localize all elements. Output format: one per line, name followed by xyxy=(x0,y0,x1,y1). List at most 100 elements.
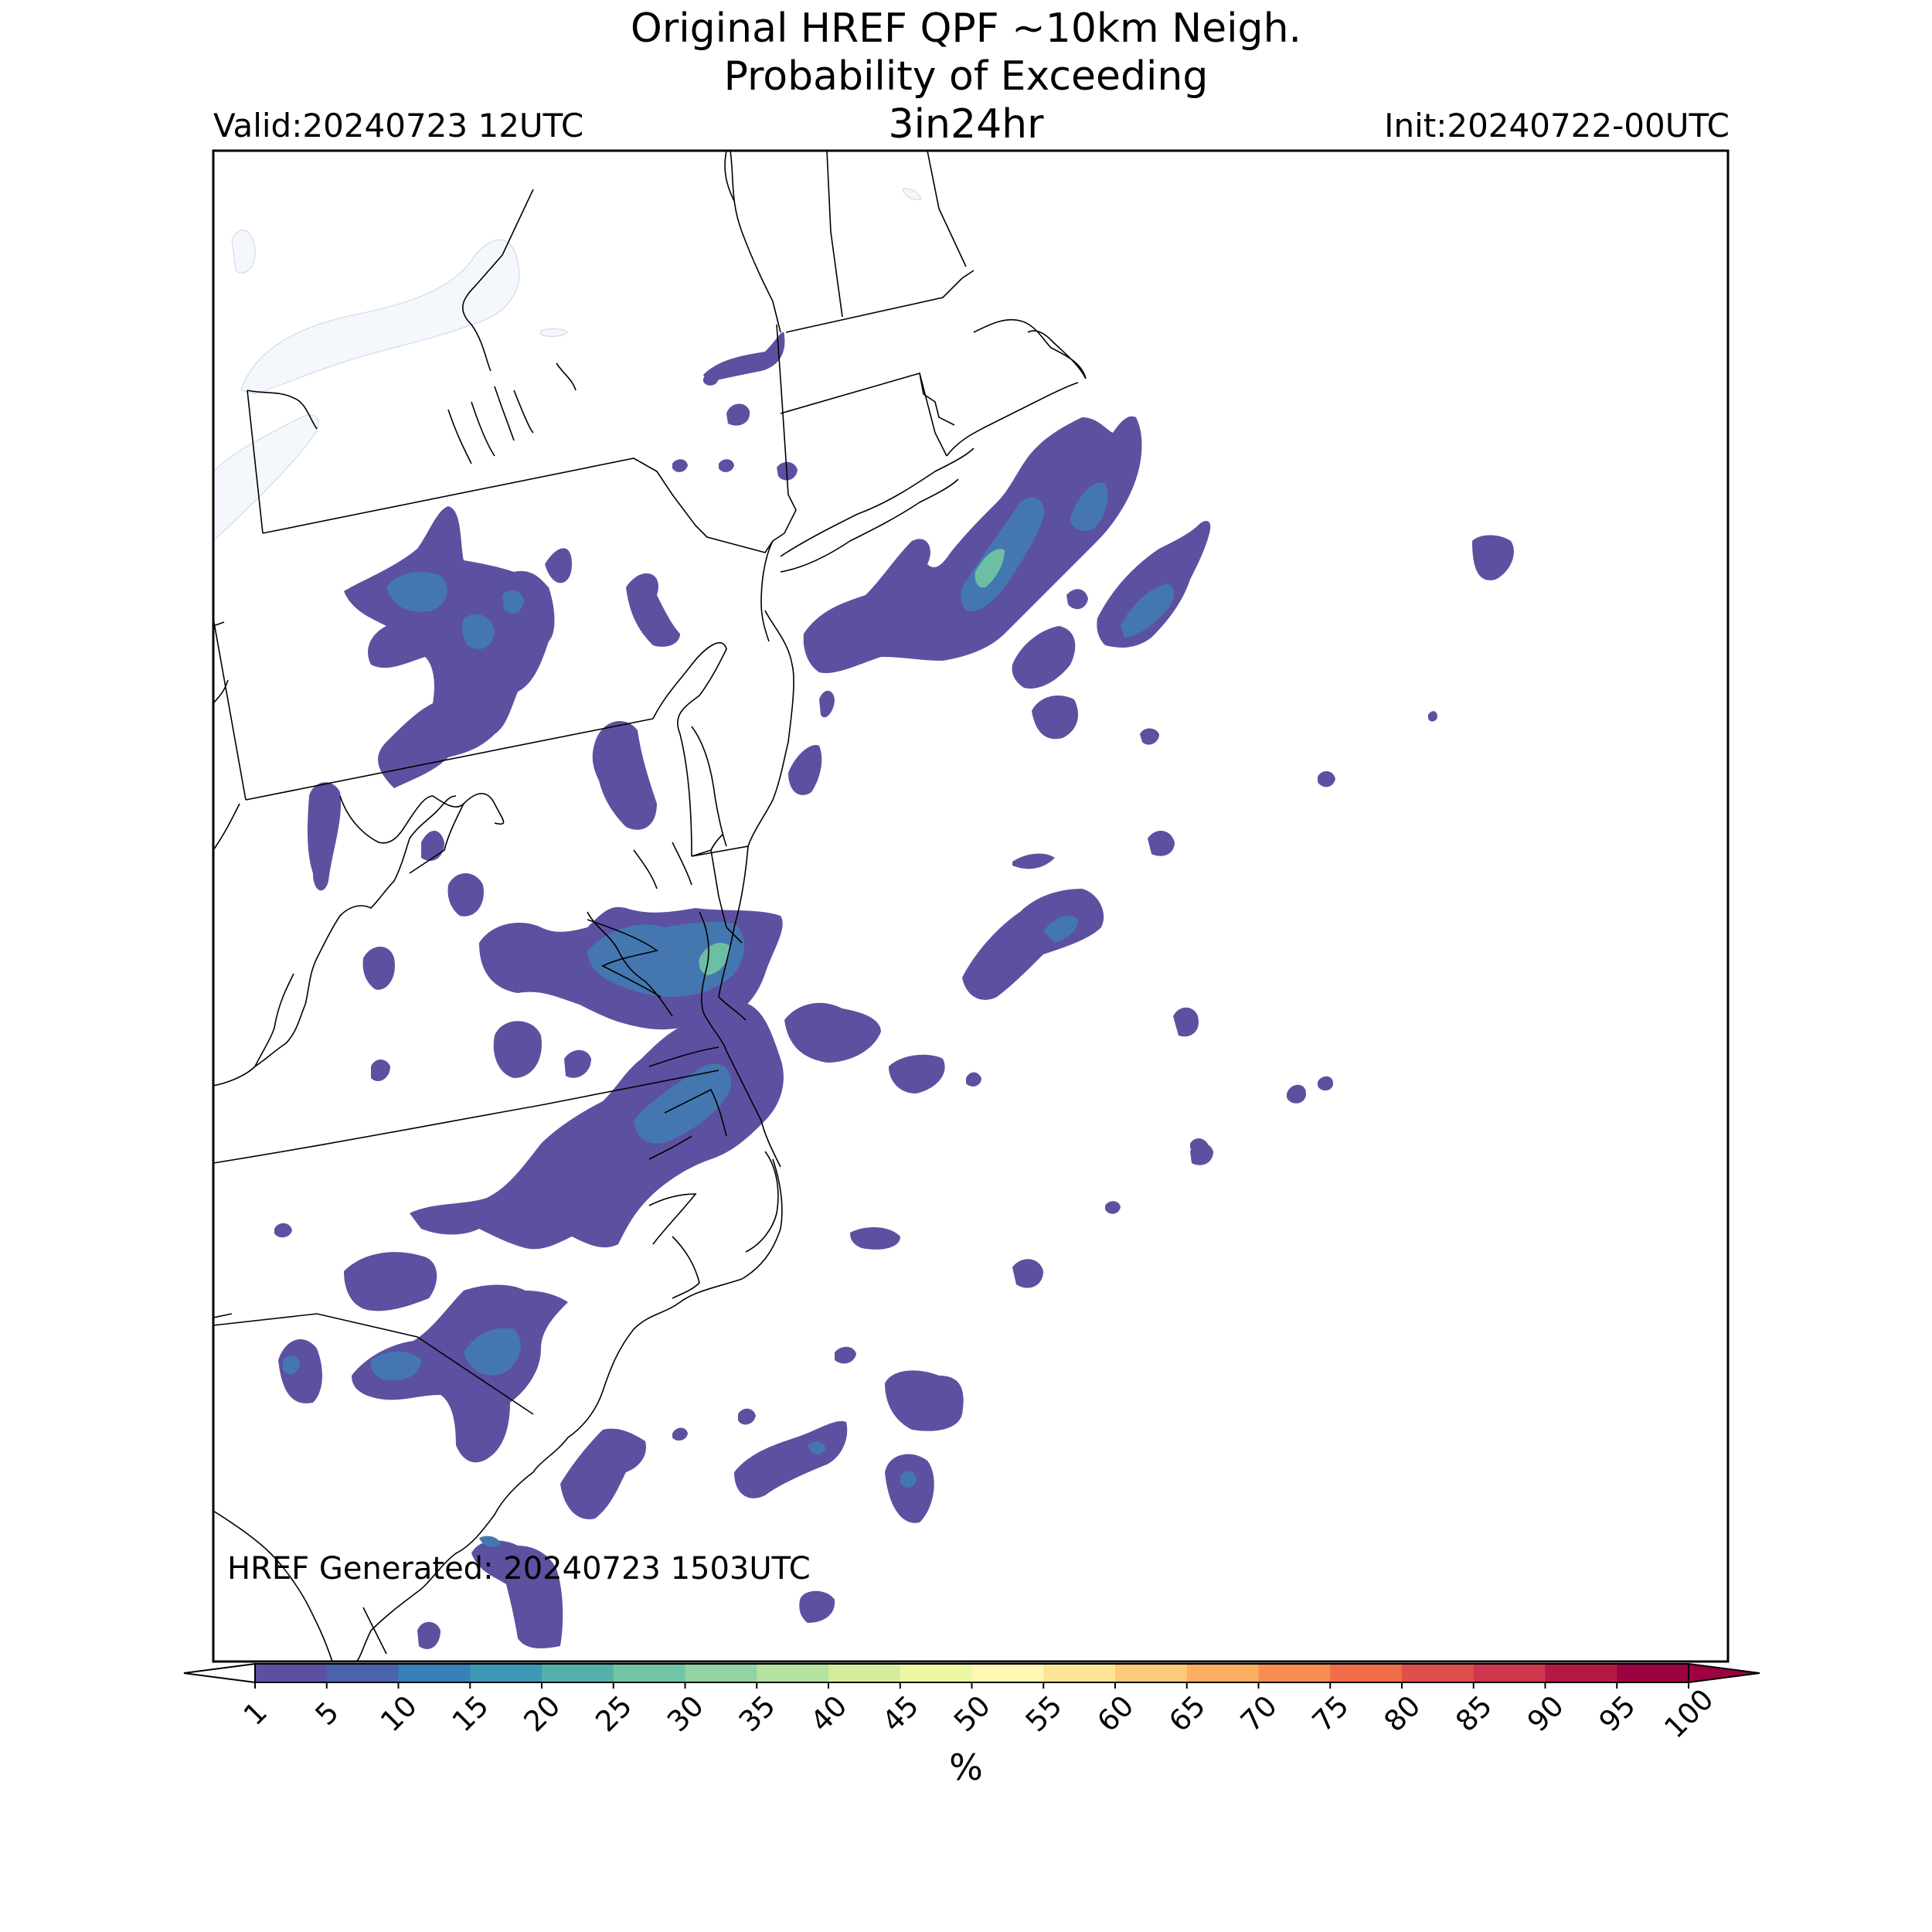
pa-md-border xyxy=(245,718,654,801)
prob-region-sc-3 xyxy=(560,1428,646,1519)
prob-mid-ocean-16 xyxy=(900,1471,917,1488)
colorbar-swatch xyxy=(1402,1664,1475,1682)
lake-small-3 xyxy=(902,188,922,200)
prob-region-nc-3 xyxy=(278,1339,322,1403)
nc-sc-border xyxy=(213,1313,534,1415)
prob-mid-pa-3 xyxy=(502,590,524,614)
va-bay-inner xyxy=(648,1088,727,1160)
cape-cod xyxy=(973,318,1087,379)
md-wv-border xyxy=(339,793,505,844)
prob-mid-ocean-4 xyxy=(1043,916,1078,943)
prob-region-ocean-18 xyxy=(1190,1138,1209,1154)
prob-region-va-2 xyxy=(447,873,484,917)
prob-region-sc-1 xyxy=(734,1421,848,1498)
prob-region-ocean-2 xyxy=(889,1054,945,1094)
colorbar-tick-label: 100 xyxy=(1658,1682,1719,1744)
prob-region-li-nj xyxy=(803,416,1142,673)
colorbar-tick-label: 55 xyxy=(1019,1689,1069,1739)
nc-sounds xyxy=(672,1236,700,1299)
colorbar-tick-label: 70 xyxy=(1234,1689,1284,1739)
ma-coast xyxy=(946,382,1079,457)
generated-label: HREF Generated: 20240723 1503UTC xyxy=(227,1551,811,1587)
prob-region-ocean-3 xyxy=(966,1072,981,1087)
prob-mid-sc-coast xyxy=(479,1536,501,1547)
prob-region-ocean-7 xyxy=(1173,1007,1199,1037)
va-inner-river xyxy=(648,1193,697,1245)
colorbar: 1 5 10 15 20 25 30 35 40 45 50 55 60 65 70 75 80 85 90 95 10… xyxy=(183,1662,1760,1745)
nh-maine-border xyxy=(927,151,967,267)
ga-sc-river xyxy=(362,1607,387,1655)
ga-border xyxy=(213,1510,333,1662)
prob-mid-nc-3 xyxy=(283,1355,300,1375)
nc-outer-banks xyxy=(745,1151,779,1253)
colorbar-swatch xyxy=(1330,1664,1403,1682)
colorbar-swatch xyxy=(470,1664,543,1682)
prob-region-md-north xyxy=(592,721,657,830)
prob-region-nc-4 xyxy=(274,1223,292,1238)
colorbar-swatch xyxy=(1545,1664,1617,1682)
prob-region-ocean-4 xyxy=(962,889,1104,1000)
prob-region-ocean-md xyxy=(784,1002,881,1063)
water-bodies xyxy=(213,188,922,542)
prob-region-ocean-ne-2 xyxy=(1012,626,1076,689)
prob-region-ocean-11 xyxy=(1105,1201,1121,1214)
nc-coast xyxy=(532,1158,783,1473)
prob-region-ocean-ne-5 xyxy=(1140,728,1159,745)
de-bay xyxy=(710,834,723,851)
prob-region-nc-2 xyxy=(352,1284,568,1463)
colorbar-over-arrow xyxy=(1688,1662,1760,1684)
colorbar-tick-label: 60 xyxy=(1091,1689,1141,1739)
colorbar-tick-label: 75 xyxy=(1306,1689,1355,1739)
ma-north-border xyxy=(785,270,975,333)
prob-region-ny-4 xyxy=(719,459,734,472)
hudson xyxy=(760,540,774,642)
colorbar-under-arrow xyxy=(183,1662,256,1684)
colorbar-tick-label: 90 xyxy=(1521,1689,1570,1739)
prob-region-nj-shore-1 xyxy=(788,745,822,795)
pa-erie-border xyxy=(213,621,225,627)
valid-time-label: Valid:20240723 12UTC xyxy=(213,107,584,145)
prob-region-ny-2 xyxy=(726,403,750,426)
prob-mid-ne-2 xyxy=(1070,482,1108,531)
colorbar-swatch xyxy=(1617,1664,1689,1682)
prob-region-sc-4 xyxy=(672,1427,688,1441)
prob-mid-pa-1 xyxy=(386,572,447,612)
ct-north-border xyxy=(780,372,947,457)
prob-region-va-3 xyxy=(362,947,395,990)
prob-region-ocean-13 xyxy=(1012,1259,1043,1288)
vt-nh-border xyxy=(826,151,843,318)
wv-ohio-border xyxy=(213,803,240,851)
lake-small-2 xyxy=(540,328,568,337)
prob-region-va-6 xyxy=(371,1060,390,1082)
colorbar-tick-label: 40 xyxy=(804,1689,854,1739)
prob-region-ocean-16 xyxy=(885,1454,934,1523)
colorbar-tick-label: 85 xyxy=(1449,1689,1498,1739)
va-wv-border xyxy=(213,795,457,1087)
prob-region-ocean-ne-7 xyxy=(1318,770,1335,787)
prob-region-ocean-ne-8 xyxy=(1428,711,1437,722)
lake-erie xyxy=(213,414,319,542)
ny-north-border xyxy=(462,189,534,372)
colorbar-swatch xyxy=(1473,1664,1546,1682)
prob-mid-sc-1 xyxy=(808,1441,825,1454)
prob-mid-nc-1 xyxy=(464,1328,521,1376)
ri-border xyxy=(919,372,955,426)
colorbar-tick-label: 30 xyxy=(661,1689,710,1739)
nc-tn-border xyxy=(213,1313,233,1318)
prob-region-va-4 xyxy=(493,1021,542,1078)
ches-bay-east xyxy=(699,911,727,1052)
pa-nj-border xyxy=(652,642,727,857)
prob-region-nc-1 xyxy=(344,1252,437,1311)
prob-region-ocean-9 xyxy=(1287,1084,1306,1104)
prob-region-ny-1 xyxy=(703,332,785,383)
ny-vt-east xyxy=(724,151,735,202)
prob-region-ocean-5 xyxy=(1012,853,1055,869)
prob-region-ocean-15 xyxy=(885,1370,964,1431)
nj-inner xyxy=(633,726,727,889)
prob-high-li xyxy=(975,549,1005,588)
prob-region-va-1 xyxy=(421,831,444,861)
colorbar-tick-label: 95 xyxy=(1593,1689,1642,1739)
colorbar-swatch xyxy=(398,1664,471,1682)
prob-region-sc-2 xyxy=(738,1408,756,1425)
